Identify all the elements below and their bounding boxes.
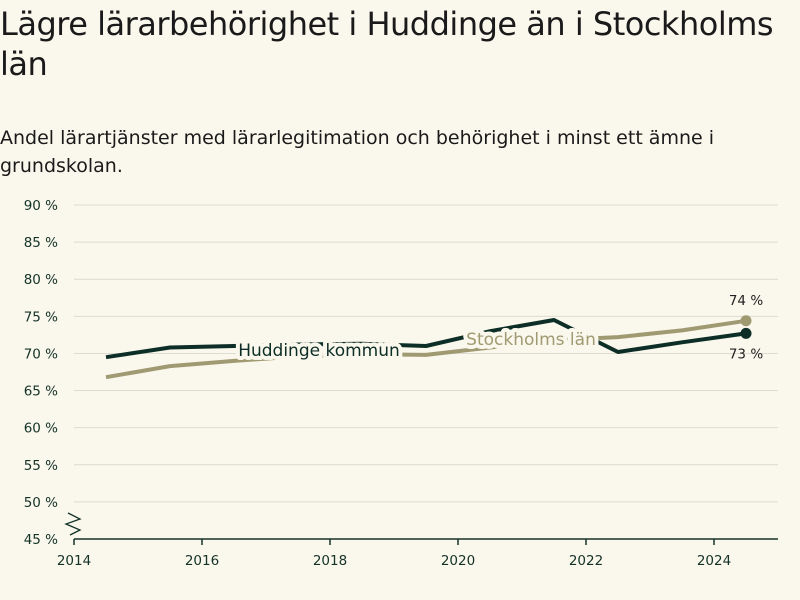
chart-subtitle: Andel lärartjänster med lärarlegitimatio… xyxy=(0,127,715,177)
x-tick-label: 2020 xyxy=(441,553,475,569)
y-tick-label: 70 % xyxy=(24,346,58,362)
end-value-label: 73 % xyxy=(729,346,763,362)
series-label: Huddinge kommun xyxy=(238,341,400,361)
y-tick-label: 90 % xyxy=(24,198,58,214)
y-tick-label: 85 % xyxy=(24,235,58,251)
y-tick-label: 60 % xyxy=(24,421,58,437)
series-lines xyxy=(105,318,747,380)
end-marker xyxy=(740,315,752,327)
series-label: Stockholms län xyxy=(466,330,596,350)
end-value-label: 74 % xyxy=(729,293,763,309)
y-tick-label: 65 % xyxy=(24,384,58,400)
y-tick-label: 50 % xyxy=(24,495,58,511)
y-tick-label: 55 % xyxy=(24,458,58,474)
y-tick-label: 75 % xyxy=(24,309,58,325)
series-line xyxy=(105,318,747,380)
y-axis-ticks: 45 % 50 % 55 % 60 % 65 % 70 % 75 % 80 % 85 % 90 % xyxy=(24,198,58,548)
end-marker xyxy=(740,327,752,339)
x-tick-label: 2024 xyxy=(697,553,731,569)
series-line xyxy=(105,318,747,360)
x-tick-label: 2018 xyxy=(313,553,347,569)
axis-break-icon xyxy=(64,512,82,536)
y-tick-label: 80 % xyxy=(24,272,58,288)
x-tick-label: 2022 xyxy=(569,553,603,569)
x-tick-label: 2016 xyxy=(185,553,219,569)
x-axis: 2014 2016 2018 2020 2022 2024 xyxy=(57,512,778,569)
end-markers: 73 % 74 % xyxy=(729,293,763,363)
series-labels: Huddinge kommun Stockholms län xyxy=(234,326,600,365)
chart-title: Lägre lärarbehörighet i Huddinge än i St… xyxy=(0,5,774,83)
x-tick-label: 2014 xyxy=(57,553,91,569)
y-tick-label: 45 % xyxy=(24,532,58,548)
